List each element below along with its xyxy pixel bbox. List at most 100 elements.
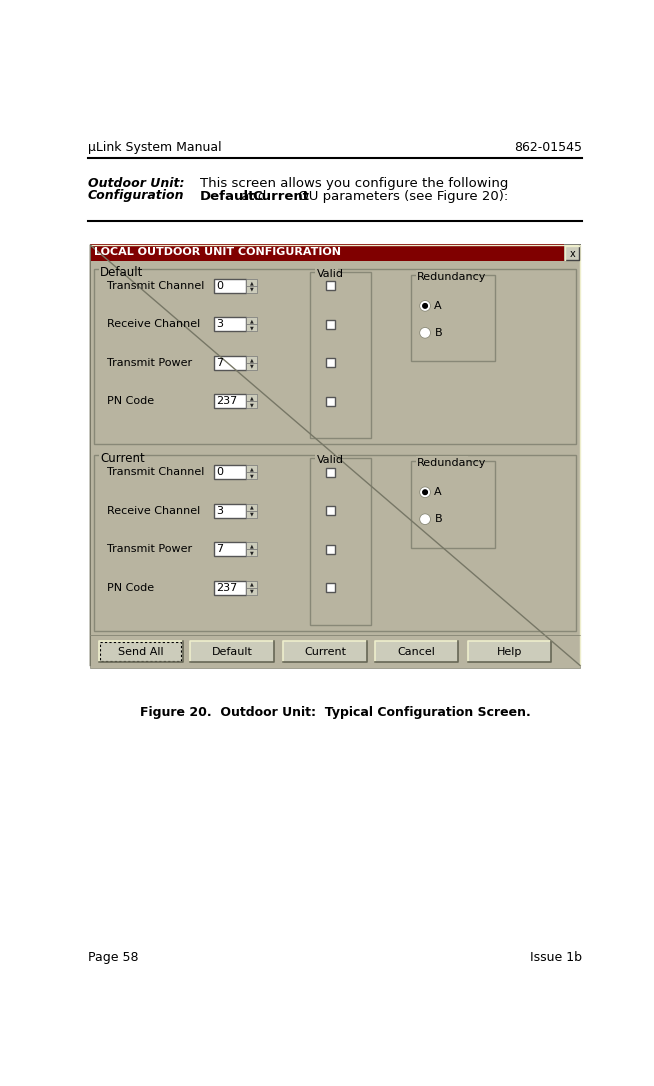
Text: Current: Current: [252, 190, 309, 203]
Text: Redundancy: Redundancy: [417, 272, 487, 282]
Text: 0: 0: [216, 281, 223, 291]
Text: 237: 237: [216, 583, 237, 593]
Bar: [246, 504, 257, 510]
Text: x: x: [570, 249, 576, 258]
Circle shape: [421, 488, 429, 496]
Bar: [190, 641, 274, 662]
Bar: [315, 453, 338, 464]
Bar: [326, 358, 336, 367]
Text: Page 58: Page 58: [88, 951, 139, 964]
Bar: [246, 472, 257, 479]
Text: ▼: ▼: [250, 473, 253, 478]
Bar: [246, 542, 257, 550]
Text: A: A: [434, 488, 442, 497]
Bar: [246, 279, 257, 286]
Text: ▲: ▲: [250, 318, 253, 324]
Text: ▼: ▼: [250, 402, 253, 407]
Text: Default: Default: [212, 646, 252, 657]
Bar: [246, 402, 257, 408]
Text: Valid: Valid: [317, 269, 343, 279]
Text: ▼: ▼: [250, 589, 253, 594]
Bar: [213, 465, 246, 479]
Bar: [416, 269, 468, 280]
Text: ▲: ▲: [250, 395, 253, 401]
Bar: [326, 396, 336, 406]
Bar: [326, 281, 336, 290]
Bar: [99, 451, 135, 462]
Text: ▲: ▲: [250, 543, 253, 548]
Bar: [100, 643, 181, 661]
Bar: [246, 581, 257, 588]
Circle shape: [421, 329, 429, 337]
Bar: [246, 510, 257, 518]
Bar: [246, 363, 257, 370]
Text: Outdoor Unit:: Outdoor Unit:: [88, 177, 184, 190]
Bar: [416, 456, 468, 467]
Text: ▼: ▼: [250, 364, 253, 369]
Text: Valid: Valid: [317, 455, 343, 465]
Bar: [565, 245, 579, 260]
Text: ▲: ▲: [250, 582, 253, 586]
Text: Transmit Channel: Transmit Channel: [107, 467, 204, 477]
Text: ▲: ▲: [250, 280, 253, 285]
Text: Configuration: Configuration: [88, 189, 184, 202]
Circle shape: [422, 304, 428, 308]
Bar: [90, 245, 580, 666]
Text: ▲: ▲: [250, 357, 253, 362]
Bar: [326, 319, 336, 329]
Text: 3: 3: [216, 319, 223, 329]
Bar: [326, 468, 336, 477]
Circle shape: [420, 301, 430, 311]
Circle shape: [420, 328, 430, 338]
Bar: [411, 275, 495, 362]
Text: ▲: ▲: [250, 505, 253, 509]
Bar: [213, 504, 246, 518]
Bar: [311, 458, 371, 624]
Circle shape: [420, 488, 430, 497]
Bar: [246, 550, 257, 556]
Text: 0: 0: [216, 467, 223, 477]
Bar: [246, 588, 257, 595]
Bar: [90, 244, 581, 666]
Circle shape: [422, 490, 428, 494]
Bar: [411, 462, 495, 547]
Text: Figure 20.  Outdoor Unit:  Typical Configuration Screen.: Figure 20. Outdoor Unit: Typical Configu…: [140, 706, 530, 719]
Text: ▼: ▼: [250, 287, 253, 292]
Bar: [246, 286, 257, 293]
Text: ▼: ▼: [250, 326, 253, 330]
Text: and: and: [237, 190, 270, 203]
Text: Help: Help: [497, 646, 523, 657]
Text: Receive Channel: Receive Channel: [107, 506, 200, 516]
Bar: [213, 279, 246, 293]
Circle shape: [421, 515, 429, 523]
Text: PN Code: PN Code: [107, 583, 154, 593]
Text: Issue 1b: Issue 1b: [530, 951, 583, 964]
Text: ▼: ▼: [250, 512, 253, 517]
Text: Current: Current: [304, 646, 346, 657]
Bar: [468, 641, 551, 662]
Text: This screen allows you configure the following: This screen allows you configure the fol…: [199, 177, 508, 190]
Text: 3: 3: [216, 506, 223, 516]
Bar: [311, 272, 371, 439]
Text: A: A: [434, 301, 442, 311]
Text: 862-01545: 862-01545: [515, 141, 583, 154]
Text: OU parameters (see Figure 20):: OU parameters (see Figure 20):: [294, 190, 508, 203]
Bar: [99, 641, 182, 662]
Bar: [283, 641, 367, 662]
Text: Send All: Send All: [118, 646, 164, 657]
Text: 7: 7: [216, 544, 223, 554]
Bar: [213, 581, 246, 595]
Bar: [90, 635, 580, 668]
Bar: [213, 394, 246, 408]
Bar: [326, 506, 336, 516]
Bar: [246, 465, 257, 472]
Bar: [326, 583, 336, 592]
Text: Transmit Power: Transmit Power: [107, 358, 192, 368]
Text: Redundancy: Redundancy: [417, 458, 487, 468]
Bar: [213, 542, 246, 556]
Text: Default: Default: [199, 190, 255, 203]
Text: 7: 7: [216, 358, 223, 368]
Text: B: B: [434, 514, 442, 525]
Text: ▲: ▲: [250, 466, 253, 471]
Text: LOCAL OUTDOOR UNIT CONFIGURATION: LOCAL OUTDOOR UNIT CONFIGURATION: [94, 247, 341, 256]
